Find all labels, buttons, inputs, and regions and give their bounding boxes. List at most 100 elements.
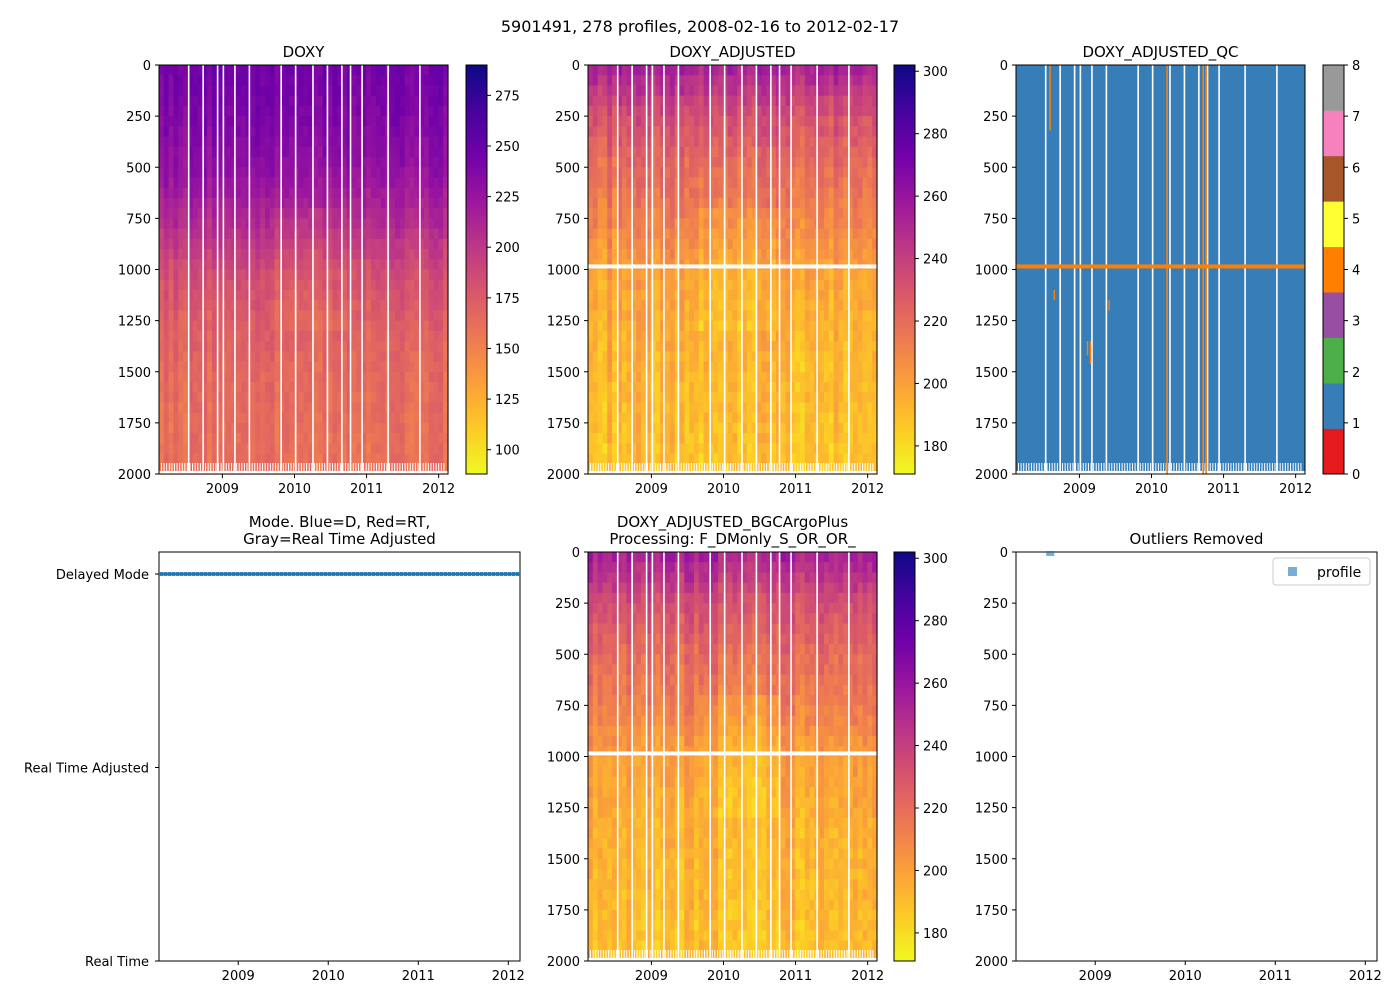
heatmap-cell: [824, 443, 830, 455]
heatmap-cell: [423, 218, 430, 230]
heatmap-cell: [621, 361, 628, 373]
heatmap-cell: [693, 433, 700, 444]
heatmap-cell: [824, 392, 830, 404]
heatmap-cell: [872, 422, 878, 434]
heatmap-cell: [250, 330, 256, 342]
heatmap-cell: [819, 75, 825, 87]
heatmap-cell: [207, 300, 213, 311]
heatmap-cell: [351, 177, 358, 189]
heatmap-cell: [756, 381, 762, 393]
heatmap-cell: [722, 279, 729, 291]
heatmap-cell: [409, 300, 415, 311]
heatmap-cell: [795, 208, 801, 219]
heatmap-cell: [602, 392, 608, 404]
heatmap-cell: [240, 310, 247, 322]
heatmap-cell: [163, 330, 170, 342]
heatmap-cell: [799, 228, 806, 240]
heatmap-cell: [207, 412, 213, 424]
heatmap-cell: [684, 433, 690, 444]
doxy-shallow-profile-tick: [210, 463, 212, 474]
heatmap-cell: [370, 443, 377, 455]
heatmap-cell: [645, 238, 652, 250]
heatmap-cell: [713, 85, 719, 97]
heatmap-cell: [669, 412, 676, 424]
heatmap-cell: [274, 289, 281, 301]
heatmap-cell: [255, 65, 261, 76]
heatmap-cell: [342, 228, 348, 240]
heatmap-cell: [674, 422, 681, 434]
heatmap-cell: [327, 341, 333, 352]
heatmap-cell: [607, 300, 613, 311]
heatmap-cell: [298, 310, 305, 322]
heatmap-cell: [168, 208, 175, 219]
heatmap-cell: [293, 157, 300, 168]
heatmap-cell: [419, 126, 425, 138]
heatmap-cell: [684, 197, 690, 209]
heatmap-cell: [211, 279, 218, 291]
heatmap-cell: [848, 136, 854, 148]
heatmap-cell: [771, 105, 777, 117]
heatmap-cell: [621, 392, 628, 404]
heatmap-cell: [216, 218, 223, 230]
heatmap-cell: [708, 381, 714, 393]
heatmap-cell: [356, 146, 362, 158]
heatmap-cell: [216, 208, 223, 219]
heatmap-cell: [414, 136, 420, 148]
heatmap-cell: [264, 187, 271, 199]
heatmap-cell: [183, 177, 189, 189]
heatmap-cell: [356, 75, 362, 87]
heatmap-cell: [809, 167, 815, 179]
heatmap-cell: [197, 392, 203, 404]
heatmap-cell: [366, 330, 372, 342]
heatmap-cell: [867, 330, 873, 342]
heatmap-cell: [722, 289, 729, 301]
heatmap-cell: [211, 146, 218, 158]
heatmap-cell: [607, 208, 613, 219]
heatmap-cell: [718, 249, 724, 260]
heatmap-cell: [790, 126, 796, 138]
heatmap-cell: [742, 443, 748, 455]
heatmap-cell: [799, 330, 806, 342]
heatmap-cell: [679, 392, 685, 404]
heatmap-cell: [674, 105, 681, 117]
heatmap-cell: [607, 279, 613, 291]
heatmap-cell: [862, 146, 868, 158]
heatmap-cell: [419, 136, 425, 148]
heatmap-cell: [645, 75, 652, 87]
heatmap-cell: [592, 75, 599, 87]
heatmap-cell: [332, 351, 338, 363]
heatmap-cell: [279, 238, 285, 250]
heatmap-cell: [380, 330, 386, 342]
heatmap-cell: [660, 412, 666, 424]
heatmap-cell: [308, 218, 314, 230]
heatmap-cell: [187, 116, 194, 127]
heatmap-cell: [390, 208, 396, 219]
heatmap-cell: [178, 157, 184, 168]
heatmap-cell: [443, 381, 449, 393]
heatmap-cell: [852, 341, 859, 352]
heatmap-cell: [640, 238, 647, 250]
heatmap-cell: [872, 463, 878, 475]
heatmap-cell: [650, 249, 657, 260]
heatmap-cell: [269, 443, 276, 455]
heatmap-cell: [163, 187, 170, 199]
heatmap-cell: [828, 361, 835, 373]
heatmap-cell: [819, 341, 825, 352]
heatmap-cell: [857, 126, 864, 138]
heatmap-cell: [173, 146, 179, 158]
heatmap-cell: [202, 412, 208, 424]
heatmap-cell: [650, 187, 657, 199]
heatmap-cell: [602, 116, 608, 127]
heatmap-cell: [438, 116, 444, 127]
heatmap-cell: [737, 341, 743, 352]
heatmap-cell: [361, 259, 367, 271]
heatmap-cell: [785, 228, 791, 240]
heatmap-cell: [718, 361, 724, 373]
heatmap-cell: [211, 320, 218, 332]
heatmap-cell: [795, 218, 801, 230]
heatmap-cell: [236, 177, 242, 189]
heatmap-cell: [192, 433, 199, 444]
heatmap-cell: [645, 433, 652, 444]
heatmap-cell: [183, 279, 189, 291]
heatmap-cell: [732, 279, 738, 291]
